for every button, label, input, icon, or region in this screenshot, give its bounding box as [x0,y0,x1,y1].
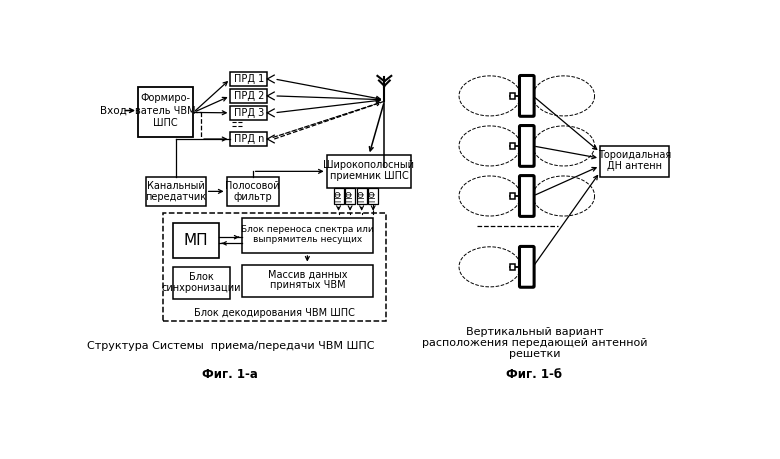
Text: ватель ЧВМ: ватель ЧВМ [136,106,196,116]
Text: Канальный: Канальный [147,181,204,191]
Text: Вертикальный вариант: Вертикальный вариант [466,327,603,337]
FancyBboxPatch shape [519,75,534,116]
Text: ПРД 3: ПРД 3 [234,108,264,118]
Text: синхронизации: синхронизации [161,283,241,293]
Text: Структура Системы  приема/передачи ЧВМ ШПС: Структура Системы приема/передачи ЧВМ ШП… [87,341,374,351]
FancyBboxPatch shape [519,176,534,216]
Bar [226,177,279,206]
Text: МП: МП [183,233,208,248]
Bar [510,264,516,270]
Bar [138,87,193,137]
Text: Формиро-: Формиро- [140,93,190,103]
Bar [510,93,516,99]
Bar [356,188,367,204]
Bar [368,188,378,204]
Bar [172,223,219,257]
Bar [600,146,669,177]
Text: Блок декодирования ЧВМ ШПС: Блок декодирования ЧВМ ШПС [193,308,355,318]
Bar [230,132,268,146]
Bar [162,213,386,321]
Bar [510,143,516,149]
Bar [242,264,373,297]
Text: ПФ: ПФ [369,190,378,202]
Bar [230,106,268,120]
Text: ПРД 1: ПРД 1 [234,74,264,84]
Bar [146,177,206,206]
Text: приемник ШПС: приемник ШПС [330,171,408,181]
FancyBboxPatch shape [519,125,534,166]
Text: ПФ: ПФ [334,190,343,202]
Bar [230,89,268,103]
Text: Полосовой: Полосовой [225,181,280,191]
Text: ШПС: ШПС [154,118,178,128]
Bar [172,267,230,299]
Text: Блок: Блок [189,272,214,282]
Text: фильтр: фильтр [233,192,272,202]
Text: ПФ: ПФ [346,190,355,202]
Text: ПРД n: ПРД n [234,134,264,144]
Text: принятых ЧВМ: принятых ЧВМ [270,280,346,290]
Text: Тороидальная: Тороидальная [598,150,672,160]
Bar [230,72,268,86]
Text: Фиг. 1-а: Фиг. 1-а [203,368,258,381]
Text: ДН антенн: ДН антенн [607,161,662,171]
Bar [327,155,411,188]
Bar [334,188,343,204]
Text: Блок переноса спектра или: Блок переноса спектра или [241,224,374,234]
Text: выпрямитель несущих: выпрямитель несущих [253,235,362,244]
Text: передатчик: передатчик [145,192,206,202]
Bar [242,218,373,253]
Bar [510,193,516,199]
Text: ПРД 2: ПРД 2 [234,91,264,101]
Text: ПФ: ПФ [357,190,366,202]
FancyBboxPatch shape [519,246,534,287]
Text: расположения передающей антенной: расположения передающей антенной [422,338,647,348]
Text: Массив данных: Массив данных [268,269,347,280]
Text: решетки: решетки [509,349,560,359]
Text: Фиг. 1-б: Фиг. 1-б [506,368,562,381]
Text: Вход: Вход [100,106,126,116]
Bar [345,188,355,204]
Text: Широкополосный: Широкополосный [324,160,414,170]
